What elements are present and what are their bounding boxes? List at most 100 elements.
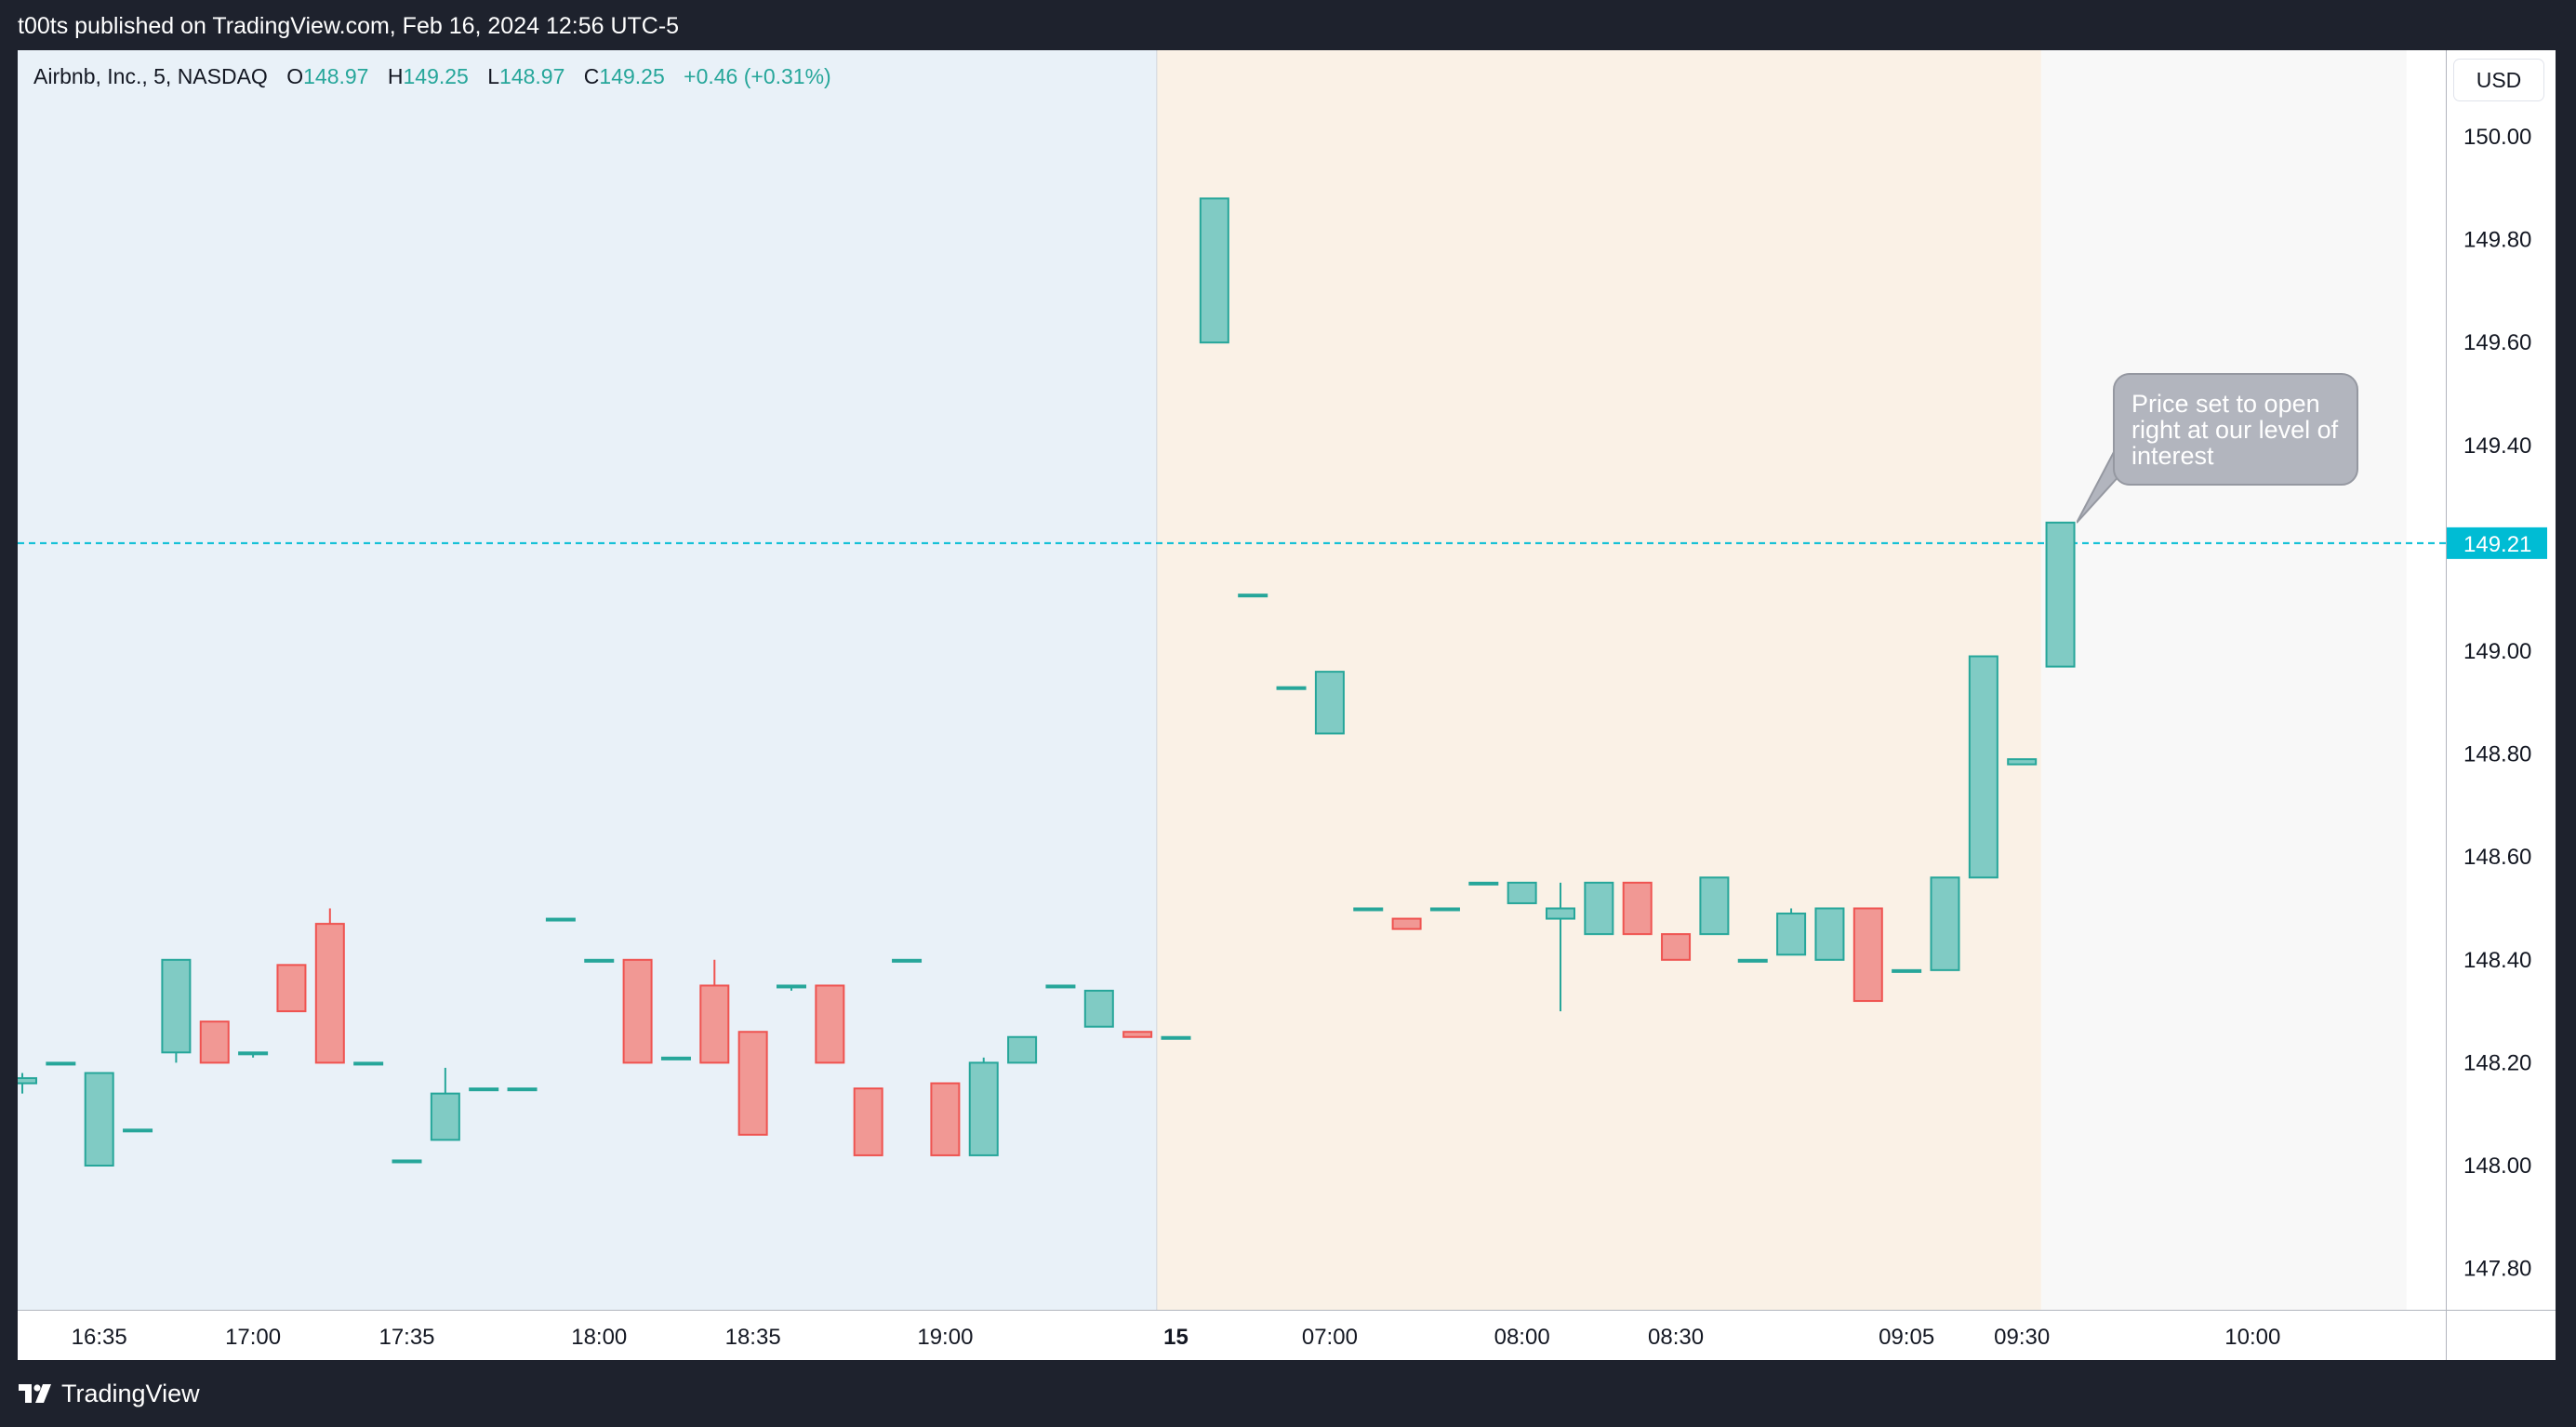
time-tick-label: 18:35 [725,1325,781,1350]
price-tick-label: 149.80 [2463,228,2531,253]
price-tick-label: 148.60 [2463,845,2531,870]
candle-body [1429,907,1460,912]
symbol-name[interactable]: Airbnb, Inc., 5, NASDAQ [33,64,268,88]
candle [430,1067,460,1141]
tradingview-logo[interactable]: TradingView [19,1379,200,1408]
candle-body [1007,1035,1038,1064]
candle [1507,881,1537,904]
candle-body [1622,881,1653,936]
candle-body [199,1020,230,1064]
candle-body [1968,655,1998,879]
candle-body [1507,881,1537,904]
candle [392,1159,422,1164]
candle [1353,907,1384,912]
candle [238,1051,269,1058]
candle [469,1087,499,1092]
time-tick-label: 08:00 [1494,1325,1550,1350]
candle [507,1087,538,1092]
annotation-callout[interactable]: Price set to open right at our level of … [2113,373,2358,486]
candle [1622,881,1653,936]
candle-body [430,1092,460,1141]
candle [1737,958,1768,963]
candle-body [238,1051,269,1056]
candle-body [84,1072,114,1167]
candle-body [161,958,192,1054]
candle-body [1814,907,1845,961]
candle [1007,1035,1038,1064]
open-label: O [286,64,304,88]
candle [1468,881,1499,886]
symbol-legend: Airbnb, Inc., 5, NASDAQ O148.97 H149.25 … [33,64,831,89]
price-tick-label: 149.40 [2463,433,2531,459]
candle [2007,758,2038,766]
candle [18,1073,37,1094]
session-bg-previous-day [18,50,1157,1310]
candle [1083,989,1114,1028]
chart-frame[interactable]: 150.00149.80149.60149.40149.20149.00148.… [18,50,2556,1360]
price-tick-label: 149.60 [2463,330,2531,355]
candle-body [1314,671,1345,735]
candle-body [699,984,730,1064]
candle [699,959,730,1064]
last-price-badge [2447,527,2547,559]
candle [1584,881,1614,936]
candle [1391,917,1422,930]
candle [199,1020,230,1064]
candle [1199,197,1229,344]
candle-body [622,958,653,1064]
candle [1045,984,1076,989]
candle [1930,876,1960,971]
candle [1852,907,1883,1003]
low-value: 148.97 [499,64,565,88]
candle [1429,907,1460,912]
time-tick-label: 08:30 [1648,1325,1704,1350]
candle-body [314,923,345,1064]
candle-body [1699,876,1730,936]
candle-body [276,964,307,1013]
currency-button[interactable]: USD [2454,60,2543,100]
candlestick-chart[interactable]: 150.00149.80149.60149.40149.20149.00148.… [18,50,2556,1360]
candle [892,958,923,963]
candle [1661,933,1692,961]
close-label: C [583,64,600,88]
candle-body [660,1056,691,1060]
candle [968,1057,999,1156]
price-tick-label: 147.80 [2463,1257,2531,1282]
candle [1314,671,1345,735]
candle [353,1061,384,1066]
candle [930,1082,961,1156]
candle [2045,521,2076,668]
candle-body [2007,758,2038,766]
candle-body [1584,881,1614,936]
candle [1699,876,1730,936]
footer-bar: TradingView [0,1360,2576,1427]
low-label: L [487,64,500,88]
candle-body [1238,593,1268,598]
candle [737,1031,768,1136]
candle-body [46,1061,76,1066]
candle [1776,908,1807,956]
candle-body [1892,968,1922,973]
candle-body [123,1128,153,1133]
candle-body [1199,197,1229,344]
price-axis-bg [2446,50,2556,1360]
candle [84,1072,114,1167]
time-axis-bg [18,1310,2556,1360]
candle [46,1061,76,1066]
candle-body [892,958,923,963]
candle-body [777,984,806,989]
time-tick-label: 09:05 [1879,1325,1934,1350]
open-value: 148.97 [303,64,369,88]
time-tick-label: 17:35 [378,1325,434,1350]
candle [660,1056,691,1060]
candle [314,908,345,1064]
candle-body [469,1087,499,1092]
candle [815,984,845,1064]
candle [1276,686,1307,690]
candle-body [1353,907,1384,912]
candle-body [392,1159,422,1164]
time-tick-label: 17:00 [225,1325,281,1350]
candle [1546,882,1575,1012]
candle-body [1661,933,1692,961]
session-bg-future [2040,50,2407,1310]
